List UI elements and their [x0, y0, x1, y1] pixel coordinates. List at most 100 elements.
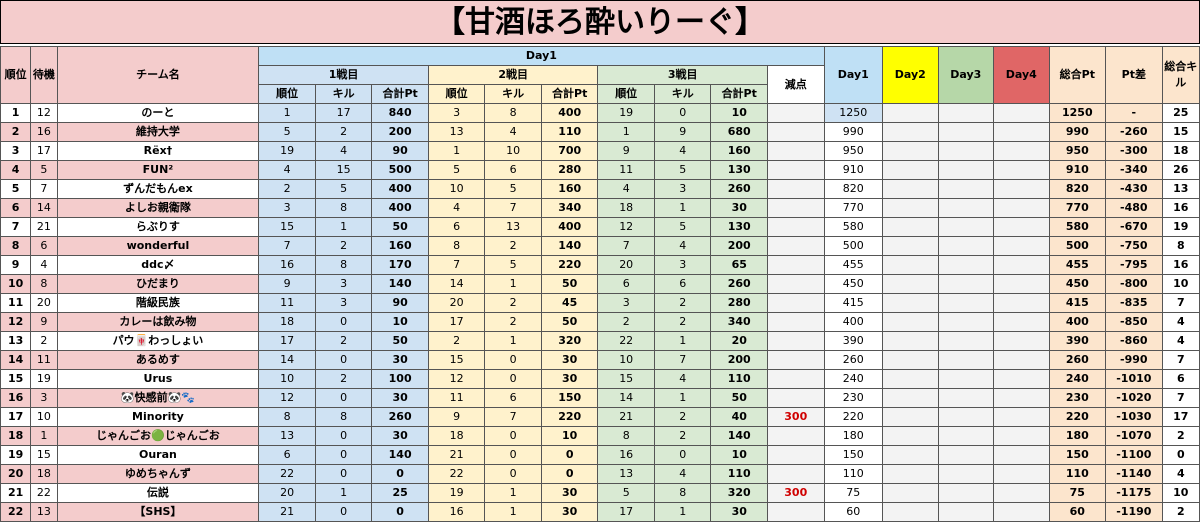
cell-diff: -750: [1105, 236, 1163, 256]
cell-day4: [993, 445, 1050, 465]
cell-m2p: 8: [427, 236, 486, 256]
cell-total: 910: [1048, 160, 1107, 180]
header-day4: Day4: [993, 46, 1050, 104]
cell-m1k: 0: [314, 445, 373, 465]
cell-day4: [993, 274, 1050, 294]
cell-tk: 7: [1161, 350, 1200, 370]
cell-day4: [993, 426, 1050, 446]
cell-m2p: 4: [427, 198, 486, 218]
cell-m2k: 6: [484, 388, 542, 408]
cell-total: 390: [1048, 331, 1107, 351]
cell-m3s: 30: [710, 502, 768, 522]
cell-m1k: 0: [314, 312, 373, 332]
cell-m1k: 4: [314, 141, 373, 161]
header-rank: 順位: [0, 46, 32, 104]
cell-day3: [937, 198, 995, 218]
cell-day3: [937, 274, 995, 294]
cell-m1k: 2: [314, 369, 373, 389]
cell-day4: [993, 217, 1050, 237]
cell-team: Minority: [56, 407, 260, 427]
cell-diff: -300: [1105, 141, 1163, 161]
cell-m1p: 15: [258, 217, 316, 237]
cell-rank: 11: [0, 293, 32, 313]
cell-team: じゃんごお🟢じゃんごお: [56, 426, 260, 446]
cell-day1: 950: [823, 141, 884, 161]
cell-rank: 6: [0, 198, 32, 218]
table-row: 10 8 ひだまり 9 3 140 14 1 50 6 6 260 450 450 -800 10: [0, 274, 1200, 294]
cell-total: 400: [1048, 312, 1107, 332]
cell-day4: [993, 388, 1050, 408]
cell-day1: 60: [823, 502, 884, 522]
cell-m3k: 8: [653, 483, 712, 503]
cell-m1s: 160: [371, 236, 429, 256]
cell-pen: [766, 179, 825, 199]
cell-pen: [766, 236, 825, 256]
cell-total: 260: [1048, 350, 1107, 370]
cell-m2k: 2: [484, 236, 542, 256]
cell-pen: [766, 103, 825, 123]
cell-pen: [766, 293, 825, 313]
cell-pen: [766, 331, 825, 351]
header-total-kill: 総合キル: [1161, 46, 1200, 104]
cell-day4: [993, 464, 1050, 484]
cell-rank: 13: [0, 331, 32, 351]
cell-m1s: 100: [371, 369, 429, 389]
cell-team: ずんだもんex: [56, 179, 260, 199]
cell-m3k: 2: [653, 293, 712, 313]
cell-m1p: 5: [258, 122, 316, 142]
cell-day2: [882, 312, 939, 332]
header-m3-sum: 合計Pt: [710, 84, 768, 104]
cell-tk: 10: [1161, 483, 1200, 503]
cell-m3s: 260: [710, 179, 768, 199]
standings-table: 順位 待機 チーム名 Day1 Day1 Day2 Day3 Day4 総合Pt…: [0, 46, 1200, 522]
cell-m2p: 21: [427, 445, 486, 465]
cell-m1s: 90: [371, 141, 429, 161]
cell-m2s: 50: [540, 274, 599, 294]
cell-m2p: 16: [427, 502, 486, 522]
cell-m3p: 1: [597, 122, 655, 142]
cell-m3k: 7: [653, 350, 712, 370]
cell-m2p: 12: [427, 369, 486, 389]
cell-m2k: 5: [484, 179, 542, 199]
cell-rank: 7: [0, 217, 32, 237]
cell-total: 110: [1048, 464, 1107, 484]
cell-m1p: 1: [258, 103, 316, 123]
cell-seat: 12: [30, 103, 58, 123]
cell-total: 500: [1048, 236, 1107, 256]
cell-pen: [766, 502, 825, 522]
cell-team: ひだまり: [56, 274, 260, 294]
cell-m3s: 260: [710, 274, 768, 294]
cell-m1p: 12: [258, 388, 316, 408]
cell-m3s: 280: [710, 293, 768, 313]
cell-m3k: 3: [653, 179, 712, 199]
cell-m1p: 9: [258, 274, 316, 294]
cell-day2: [882, 483, 939, 503]
cell-m3p: 7: [597, 236, 655, 256]
cell-m3p: 13: [597, 464, 655, 484]
cell-m1s: 30: [371, 426, 429, 446]
cell-day2: [882, 407, 939, 427]
cell-seat: 8: [30, 274, 58, 294]
cell-m3s: 680: [710, 122, 768, 142]
cell-m3p: 19: [597, 103, 655, 123]
cell-m3p: 12: [597, 217, 655, 237]
cell-day2: [882, 179, 939, 199]
cell-team: wonderful: [56, 236, 260, 256]
cell-m2s: 110: [540, 122, 599, 142]
cell-day2: [882, 388, 939, 408]
cell-day3: [937, 331, 995, 351]
cell-diff: -990: [1105, 350, 1163, 370]
cell-day4: [993, 179, 1050, 199]
cell-tk: 0: [1161, 445, 1200, 465]
cell-m3s: 30: [710, 198, 768, 218]
cell-m1p: 14: [258, 350, 316, 370]
table-row: 7 21 らぶりす 15 1 50 6 13 400 12 5 130 580 580 -670 19: [0, 217, 1200, 237]
cell-day2: [882, 141, 939, 161]
cell-diff: -1070: [1105, 426, 1163, 446]
cell-m1s: 260: [371, 407, 429, 427]
cell-m2p: 5: [427, 160, 486, 180]
cell-m1s: 400: [371, 198, 429, 218]
cell-diff: -340: [1105, 160, 1163, 180]
cell-pen: [766, 350, 825, 370]
cell-team: らぶりす: [56, 217, 260, 237]
